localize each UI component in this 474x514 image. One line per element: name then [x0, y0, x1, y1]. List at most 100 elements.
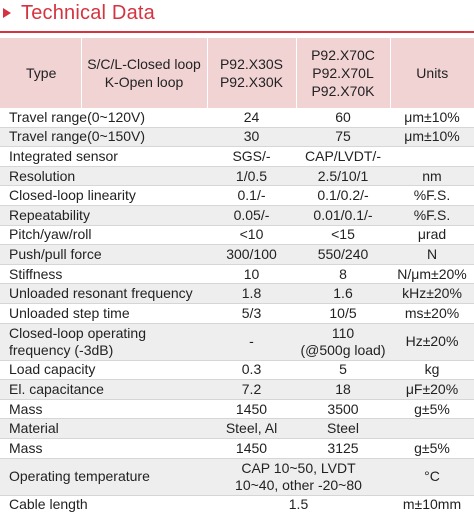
table-row: Unloaded step time 5/3 10/5 ms±20% [0, 303, 474, 324]
value-unit: μm±10% [390, 108, 474, 128]
row-label: Push/pull force [0, 244, 207, 265]
value-unit: %F.S. [390, 185, 474, 206]
value-unit: %F.S. [390, 205, 474, 226]
value-model-b: 5 [296, 360, 390, 381]
value-model-b: 2.5/10/1 [296, 166, 390, 187]
row-label: Pitch/yaw/roll [0, 225, 207, 246]
value-model-b: 0.01/0.1/- [296, 205, 390, 226]
model-name: P92.X30K [219, 74, 284, 90]
value-line: CAP 10~50, LVDT [241, 459, 356, 476]
value-unit: m±10mm [402, 496, 462, 513]
table-row: Operating temperature CAP 10~50, LVDT 10… [0, 458, 474, 496]
table-row: Mass 1450 3500 g±5% [0, 399, 474, 420]
value-model-a: 10 [207, 264, 296, 285]
model-name: P92.X70K [311, 83, 375, 99]
legend-line: K-Open loop [104, 74, 184, 90]
legend-line: S/C/L-Closed loop [87, 56, 201, 72]
value-model-b: 3125 [296, 438, 390, 459]
table-row: Mass 1450 3125 g±5% [0, 438, 474, 459]
table-row: Repeatability 0.05/- 0.01/0.1/- %F.S. [0, 205, 474, 226]
value-model-b: 3500 [296, 399, 390, 420]
value-line: 110 [331, 324, 355, 341]
value-line: (@500g load) [300, 341, 386, 358]
value-model-a: 1/0.5 [207, 166, 296, 187]
value-model-a: 300/100 [207, 244, 296, 265]
technical-data-table: Type S/C/L-Closed loop K-Open loop P92.X… [0, 38, 474, 514]
value-unit: μm±10% [390, 127, 474, 148]
row-label: Cable length [9, 496, 88, 513]
table-row: Travel range(0~150V) 30 75 μm±10% [0, 127, 474, 148]
value-model-a: - [207, 323, 296, 361]
value-model-a: <10 [207, 225, 296, 246]
value-model-a: 1450 [207, 399, 296, 420]
value-shared: CAP 10~50, LVDT 10~40, other -20~80 [207, 458, 390, 496]
row-label: Mass [0, 399, 207, 420]
value-model-b: 18 [296, 379, 390, 400]
value-unit: Hz±20% [390, 323, 474, 361]
value-unit: ms±20% [390, 303, 474, 324]
value-model-b: 110 (@500g load) [296, 323, 390, 361]
value-model-b: CAP/LVDT/- [296, 146, 390, 167]
value-unit [390, 418, 474, 439]
value-model-a: 7.2 [207, 379, 296, 400]
table-row: Resolution 1/0.5 2.5/10/1 nm [0, 166, 474, 187]
table-row: Closed-loop linearity 0.1/- 0.1/0.2/- %F… [0, 185, 474, 206]
value-model-a: Steel, Al [207, 418, 296, 439]
value-model-a: 0.05/- [207, 205, 296, 226]
value-model-a: 30 [207, 127, 296, 148]
value-unit: μF±20% [390, 379, 474, 400]
value-model-b: Steel [296, 418, 390, 439]
table-row: Stiffness 10 8 N/μm±20% [0, 264, 474, 285]
model-name: P92.X70C [311, 47, 375, 63]
triangle-right-icon [3, 8, 11, 18]
table-row: Closed-loop operating frequency (-3dB) -… [0, 323, 474, 361]
value-model-a: 0.3 [207, 360, 296, 381]
value-model-b: 1.6 [296, 283, 390, 304]
table-row: El. capacitance 7.2 18 μF±20% [0, 379, 474, 400]
value-shared: 1.5 [288, 496, 309, 513]
value-unit: g±5% [390, 399, 474, 420]
table-row: Material Steel, Al Steel [0, 418, 474, 439]
row-label: El. capacitance [0, 379, 207, 400]
value-model-a: 1450 [207, 438, 296, 459]
header-model-a: P92.X30S P92.X30K [207, 38, 297, 108]
row-label: Travel range(0~150V) [0, 127, 207, 148]
value-model-a: SGS/- [207, 146, 296, 167]
row-label: Resolution [0, 166, 207, 187]
value-unit: kg [390, 360, 474, 381]
header-divider [0, 31, 474, 33]
header-model-b: P92.X70C P92.X70L P92.X70K [296, 38, 391, 108]
value-model-b: 60 [296, 108, 390, 128]
value-unit: kHz±20% [390, 283, 474, 304]
row-label: Unloaded step time [0, 303, 207, 324]
row-label: Closed-loop linearity [0, 185, 207, 206]
table-row: Push/pull force 300/100 550/240 N [0, 244, 474, 265]
row-label: Repeatability [0, 205, 207, 226]
value-unit: μrad [390, 225, 474, 246]
value-unit: nm [390, 166, 474, 187]
row-label: Integrated sensor [0, 146, 207, 167]
model-name: P92.X70L [312, 65, 374, 81]
table-row: Cable length 1.5 m±10mm [0, 495, 474, 514]
table-row: Integrated sensor SGS/- CAP/LVDT/- [0, 146, 474, 167]
row-label: Operating temperature [0, 458, 207, 496]
value-model-b: 10/5 [296, 303, 390, 324]
value-model-a: 1.8 [207, 283, 296, 304]
table-row: Load capacity 0.3 5 kg [0, 360, 474, 381]
row-label-line: frequency (-3dB) [9, 341, 114, 358]
header-legend: S/C/L-Closed loop K-Open loop [81, 38, 208, 108]
value-model-b: 75 [296, 127, 390, 148]
value-line: 10~40, other -20~80 [235, 476, 362, 493]
row-label: Load capacity [0, 360, 207, 381]
row-label: Closed-loop operating frequency (-3dB) [0, 323, 207, 361]
value-model-b: 8 [296, 264, 390, 285]
table-row: Travel range(0~120V) 24 60 μm±10% [0, 108, 474, 128]
table-header: Type S/C/L-Closed loop K-Open loop P92.X… [0, 38, 474, 108]
value-model-a: 0.1/- [207, 185, 296, 206]
row-label: Travel range(0~120V) [0, 108, 207, 128]
value-model-b: 0.1/0.2/- [296, 185, 390, 206]
model-name: P92.X30S [219, 56, 284, 72]
table-body: Travel range(0~120V) 24 60 μm±10% Travel… [0, 108, 474, 514]
table-row: Pitch/yaw/roll <10 <15 μrad [0, 225, 474, 246]
value-unit: °C [390, 458, 474, 496]
